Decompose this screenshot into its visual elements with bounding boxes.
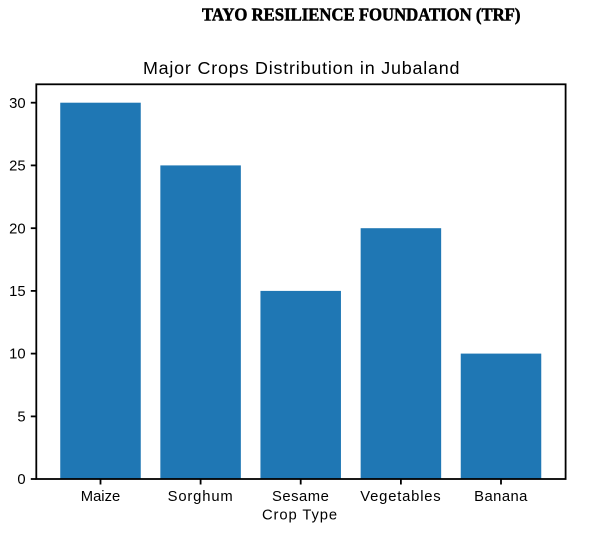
svg-text:Major Crops Distribution in Ju: Major Crops Distribution in Jubaland bbox=[143, 58, 460, 78]
svg-text:Sorghum: Sorghum bbox=[168, 489, 234, 505]
svg-text:20: 20 bbox=[9, 221, 25, 237]
svg-text:Sesame: Sesame bbox=[272, 489, 329, 505]
svg-text:Banana: Banana bbox=[474, 489, 528, 505]
svg-text:25: 25 bbox=[9, 159, 25, 175]
svg-text:Maize: Maize bbox=[81, 489, 120, 505]
svg-text:Crop Type: Crop Type bbox=[262, 508, 338, 524]
svg-text:30: 30 bbox=[9, 96, 25, 112]
svg-text:TAYO RESILIENCE FOUNDATION (TR: TAYO RESILIENCE FOUNDATION (TRF) bbox=[202, 4, 521, 25]
svg-text:15: 15 bbox=[9, 284, 25, 300]
svg-text:0: 0 bbox=[17, 472, 25, 488]
svg-text:5: 5 bbox=[17, 410, 25, 426]
svg-text:10: 10 bbox=[9, 347, 25, 363]
svg-text:Vegetables: Vegetables bbox=[360, 489, 441, 505]
